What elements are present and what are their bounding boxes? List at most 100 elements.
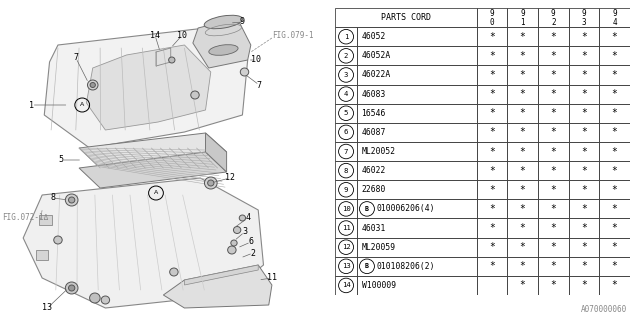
Bar [477, 27, 508, 46]
Text: *: * [489, 89, 495, 99]
Text: 46052A: 46052A [362, 51, 391, 60]
Text: *: * [520, 108, 525, 118]
Bar [569, 46, 599, 65]
Text: *: * [489, 166, 495, 176]
Text: 010108206(2): 010108206(2) [377, 262, 435, 271]
Bar [335, 104, 357, 123]
Polygon shape [163, 265, 272, 308]
Bar [508, 65, 538, 84]
Bar [477, 237, 508, 257]
Text: *: * [520, 223, 525, 233]
Circle shape [234, 227, 241, 234]
Bar [538, 219, 569, 237]
Bar [357, 27, 477, 46]
Circle shape [90, 83, 95, 87]
Text: A070000060: A070000060 [581, 305, 627, 314]
Text: PARTS CORD: PARTS CORD [381, 13, 431, 22]
Text: 11: 11 [267, 274, 277, 283]
Polygon shape [79, 152, 227, 188]
Text: *: * [520, 204, 525, 214]
Text: 12: 12 [225, 173, 235, 182]
Text: *: * [550, 223, 556, 233]
Bar [569, 276, 599, 295]
Polygon shape [86, 45, 211, 130]
Text: *: * [612, 204, 618, 214]
Text: *: * [489, 108, 495, 118]
Polygon shape [23, 178, 264, 308]
Text: 7: 7 [344, 148, 348, 155]
Bar [477, 142, 508, 161]
Text: 9
3: 9 3 [582, 9, 586, 27]
Text: *: * [489, 261, 495, 271]
Bar [335, 180, 357, 199]
Bar [477, 257, 508, 276]
Bar [477, 65, 508, 84]
Text: *: * [489, 70, 495, 80]
Bar [569, 199, 599, 219]
Circle shape [240, 68, 249, 76]
Bar [599, 27, 630, 46]
Text: *: * [520, 185, 525, 195]
Bar [477, 180, 508, 199]
Bar [335, 276, 357, 295]
Text: 2: 2 [344, 53, 348, 59]
Bar [508, 180, 538, 199]
Bar [477, 84, 508, 104]
Text: *: * [581, 89, 587, 99]
Text: *: * [581, 223, 587, 233]
Text: *: * [489, 51, 495, 61]
Bar [508, 237, 538, 257]
Text: ML20059: ML20059 [362, 243, 396, 252]
Bar [569, 219, 599, 237]
Circle shape [68, 285, 75, 291]
Text: 13: 13 [42, 303, 52, 313]
Text: 6: 6 [248, 237, 253, 246]
Text: *: * [489, 242, 495, 252]
Text: *: * [550, 166, 556, 176]
Text: *: * [550, 261, 556, 271]
Ellipse shape [204, 15, 243, 29]
Text: 46022: 46022 [362, 166, 386, 175]
Bar [357, 84, 477, 104]
Bar [357, 257, 477, 276]
Text: *: * [520, 32, 525, 42]
Text: *: * [581, 242, 587, 252]
Text: *: * [581, 185, 587, 195]
Bar [508, 46, 538, 65]
Circle shape [170, 268, 178, 276]
Text: *: * [612, 280, 618, 291]
Text: *: * [520, 70, 525, 80]
Text: *: * [520, 51, 525, 61]
Text: *: * [581, 108, 587, 118]
Bar [508, 104, 538, 123]
Text: 2: 2 [250, 249, 255, 258]
Circle shape [168, 57, 175, 63]
Text: *: * [489, 147, 495, 156]
Text: 9: 9 [344, 187, 348, 193]
Bar [538, 123, 569, 142]
Text: *: * [612, 223, 618, 233]
Text: *: * [581, 166, 587, 176]
Polygon shape [205, 133, 227, 172]
Text: *: * [520, 166, 525, 176]
Bar [538, 161, 569, 180]
Bar [357, 104, 477, 123]
Text: *: * [520, 242, 525, 252]
Text: W100009: W100009 [362, 281, 396, 290]
Text: *: * [550, 32, 556, 42]
Text: *: * [550, 51, 556, 61]
Text: 46031: 46031 [362, 224, 386, 233]
Text: 7: 7 [257, 81, 262, 90]
Text: *: * [520, 261, 525, 271]
Bar [538, 276, 569, 295]
Bar [335, 46, 357, 65]
Bar [599, 180, 630, 199]
Bar [508, 219, 538, 237]
Bar [335, 142, 357, 161]
Text: *: * [581, 204, 587, 214]
Circle shape [191, 91, 199, 99]
Text: *: * [489, 185, 495, 195]
Text: *: * [489, 223, 495, 233]
Bar [335, 65, 357, 84]
Text: 22680: 22680 [362, 185, 386, 194]
